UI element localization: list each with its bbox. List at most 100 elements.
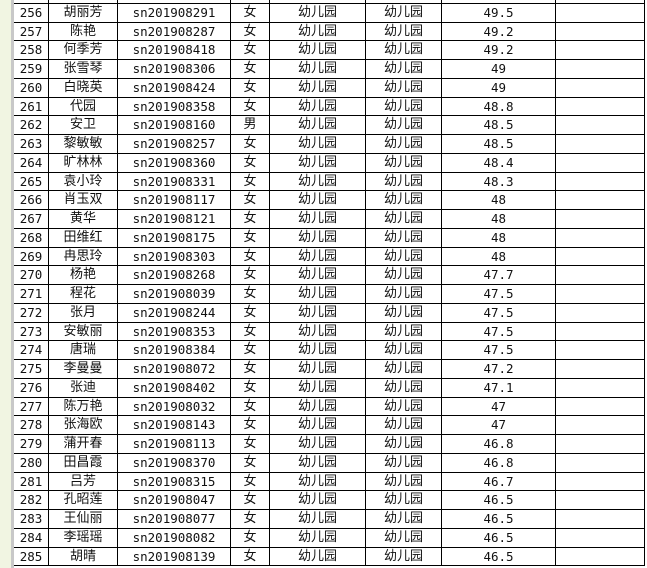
row-number-cell[interactable]: 279 [14,435,49,453]
empty-cell[interactable] [556,116,645,134]
row-number-cell[interactable]: 269 [14,247,49,266]
name-cell[interactable]: 安卫 [49,116,118,134]
school-cell[interactable]: 幼儿园 [270,266,366,284]
row-number-cell[interactable]: 283 [14,510,49,528]
gender-cell[interactable]: 女 [231,97,270,116]
score-cell[interactable]: 47.7 [442,266,556,284]
school-cell[interactable]: 幼儿园 [270,510,366,528]
score-cell[interactable]: 47 [442,416,556,434]
name-cell[interactable]: 吕芳 [49,472,118,491]
student-id-cell[interactable]: sn201908291 [118,3,231,22]
empty-cell[interactable] [556,453,645,472]
score-cell[interactable]: 46.5 [442,510,556,528]
gender-cell[interactable]: 女 [231,285,270,303]
score-cell[interactable]: 47 [442,397,556,416]
school-cell[interactable]: 幼儿园 [270,491,366,509]
score-cell[interactable]: 49.2 [442,41,556,59]
row-number-cell[interactable]: 273 [14,322,49,341]
row-number-cell[interactable]: 271 [14,285,49,303]
row-number-cell[interactable]: 266 [14,191,49,209]
gender-cell[interactable]: 女 [231,397,270,416]
name-cell[interactable]: 孔昭莲 [49,491,118,509]
name-cell[interactable]: 陈万艳 [49,397,118,416]
school-cell[interactable]: 幼儿园 [270,60,366,78]
class-cell[interactable]: 幼儿园 [366,322,442,341]
empty-cell[interactable] [556,416,645,434]
row-number-cell[interactable]: 272 [14,303,49,322]
empty-cell[interactable] [556,266,645,284]
student-id-cell[interactable]: sn201908039 [118,285,231,303]
empty-cell[interactable] [556,228,645,247]
school-cell[interactable]: 幼儿园 [270,191,366,209]
empty-cell[interactable] [556,60,645,78]
class-cell[interactable]: 幼儿园 [366,547,442,566]
name-cell[interactable]: 陈艳 [49,22,118,41]
name-cell[interactable]: 唐瑞 [49,341,118,359]
school-cell[interactable]: 幼儿园 [270,341,366,359]
empty-cell[interactable] [556,472,645,491]
empty-cell[interactable] [556,210,645,228]
name-cell[interactable]: 胡晴 [49,547,118,566]
empty-cell[interactable] [556,22,645,41]
score-cell[interactable]: 48 [442,210,556,228]
school-cell[interactable] [270,0,366,3]
row-number-cell[interactable]: 255 [14,0,49,3]
class-cell[interactable]: 幼儿园 [366,528,442,547]
class-cell[interactable]: 幼儿园 [366,97,442,116]
score-cell[interactable]: 46.5 [442,528,556,547]
name-cell[interactable]: 李瑶瑶 [49,528,118,547]
score-cell[interactable]: 47.5 [442,285,556,303]
name-cell[interactable]: 田维红 [49,228,118,247]
empty-cell[interactable] [556,491,645,509]
row-number-cell[interactable]: 281 [14,472,49,491]
score-cell[interactable] [442,0,556,3]
school-cell[interactable]: 幼儿园 [270,210,366,228]
class-cell[interactable]: 幼儿园 [366,285,442,303]
gender-cell[interactable]: 女 [231,210,270,228]
gender-cell[interactable]: 女 [231,191,270,209]
score-cell[interactable]: 47.5 [442,303,556,322]
class-cell[interactable]: 幼儿园 [366,135,442,153]
class-cell[interactable]: 幼儿园 [366,191,442,209]
name-cell[interactable]: 李曼曼 [49,360,118,378]
score-cell[interactable]: 48.5 [442,135,556,153]
row-number-cell[interactable]: 267 [14,210,49,228]
row-number-cell[interactable]: 274 [14,341,49,359]
student-id-cell[interactable]: sn201908303 [118,247,231,266]
row-number-cell[interactable]: 277 [14,397,49,416]
class-cell[interactable]: 幼儿园 [366,378,442,397]
gender-cell[interactable]: 女 [231,528,270,547]
score-cell[interactable]: 48.3 [442,172,556,191]
score-cell[interactable]: 48.4 [442,153,556,172]
row-number-cell[interactable]: 263 [14,135,49,153]
score-cell[interactable]: 48.8 [442,97,556,116]
row-number-cell[interactable]: 284 [14,528,49,547]
score-cell[interactable]: 49 [442,60,556,78]
score-cell[interactable]: 49 [442,78,556,97]
row-number-cell[interactable]: 278 [14,416,49,434]
class-cell[interactable]: 幼儿园 [366,228,442,247]
row-number-cell[interactable]: 275 [14,360,49,378]
row-number-cell[interactable]: 276 [14,378,49,397]
row-number-cell[interactable]: 280 [14,453,49,472]
gender-cell[interactable]: 女 [231,60,270,78]
gender-cell[interactable]: 女 [231,78,270,97]
row-number-cell[interactable]: 262 [14,116,49,134]
school-cell[interactable]: 幼儿园 [270,97,366,116]
student-id-cell[interactable]: sn201908139 [118,547,231,566]
row-number-cell[interactable]: 270 [14,266,49,284]
student-id-cell[interactable]: sn201908424 [118,78,231,97]
score-cell[interactable]: 48 [442,247,556,266]
score-cell[interactable]: 46.5 [442,491,556,509]
class-cell[interactable]: 幼儿园 [366,303,442,322]
empty-cell[interactable] [556,3,645,22]
row-number-cell[interactable]: 258 [14,41,49,59]
name-cell[interactable]: 安敏丽 [49,322,118,341]
row-number-cell[interactable]: 264 [14,153,49,172]
score-cell[interactable]: 46.7 [442,472,556,491]
student-id-cell[interactable]: sn201908160 [118,116,231,134]
class-cell[interactable]: 幼儿园 [366,153,442,172]
school-cell[interactable]: 幼儿园 [270,397,366,416]
gender-cell[interactable]: 女 [231,3,270,22]
row-number-cell[interactable]: 256 [14,3,49,22]
